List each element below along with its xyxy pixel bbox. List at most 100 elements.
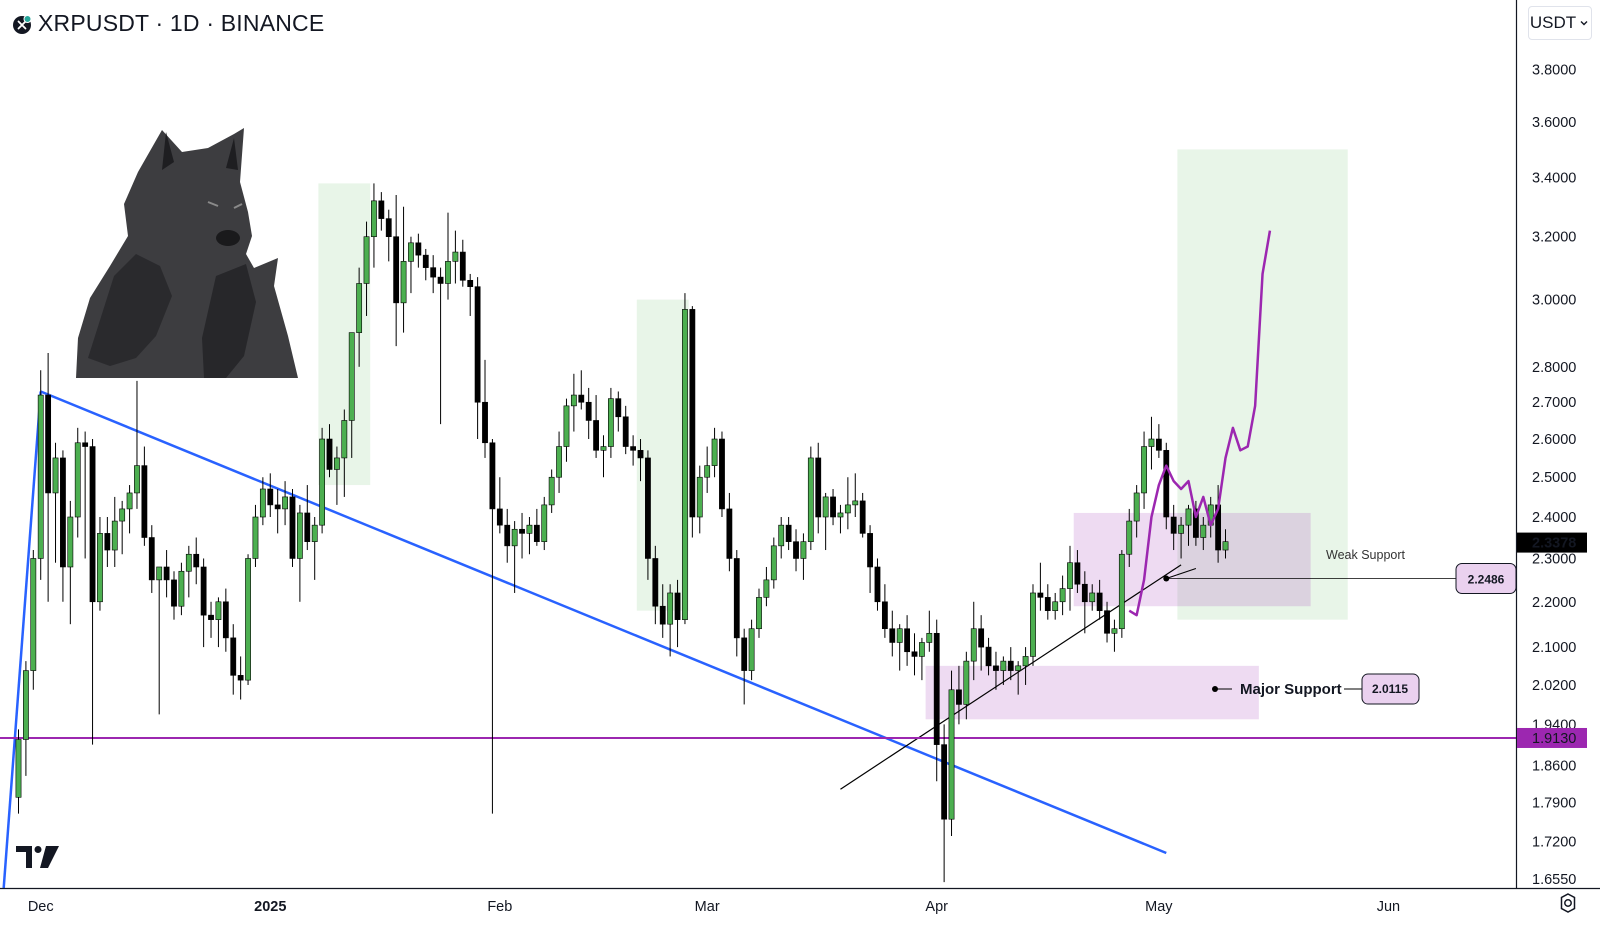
price-tick-label: 3.4000 (1532, 171, 1576, 187)
candle (326, 438, 333, 470)
candle (1185, 508, 1192, 526)
candle (119, 508, 126, 522)
candle (274, 504, 281, 510)
candle (711, 438, 718, 466)
candle (645, 457, 651, 559)
candle (748, 628, 755, 671)
candle (533, 524, 540, 542)
candle (556, 446, 562, 478)
time-tick-label: May (1145, 899, 1173, 915)
candle (289, 496, 296, 559)
candle (356, 283, 363, 333)
candle (993, 665, 999, 671)
candle (1118, 553, 1125, 630)
candle (52, 457, 59, 494)
trendline (40, 390, 1167, 855)
candle (378, 200, 385, 219)
candle (134, 465, 140, 494)
candle (459, 251, 466, 281)
candle (541, 504, 548, 542)
candle (1141, 446, 1147, 494)
close-icon[interactable] (12, 15, 32, 35)
price-tick-label: 1.7200 (1532, 835, 1576, 851)
candle (867, 533, 873, 568)
candle (452, 251, 459, 262)
candle (371, 200, 377, 238)
candle (482, 401, 488, 444)
candle (1178, 524, 1184, 534)
time-axis[interactable]: Dec 2025 Feb Mar Apr May Jun (28, 899, 1400, 915)
price-tick-label: 2.0200 (1532, 678, 1576, 694)
candle (504, 524, 511, 547)
chart-header: XRPUSDT · 1D · BINANCE (0, 0, 1515, 46)
candle (245, 558, 251, 681)
candle (408, 242, 414, 262)
candle (467, 279, 474, 287)
wolf-image (76, 126, 298, 378)
candle (437, 276, 444, 284)
candle (1015, 665, 1022, 671)
candle (985, 646, 992, 667)
candle (963, 660, 970, 705)
price-axis[interactable]: 3.8000 3.6000 3.4000 3.2000 3.0000 2.8000 2.70… (1532, 62, 1576, 888)
annotations: Weak Support 2.2486 Major Support 2.0115 (1163, 548, 1517, 705)
candle (1096, 592, 1103, 611)
candle (23, 670, 29, 740)
candle (1052, 601, 1059, 611)
candle (222, 601, 229, 639)
candle (756, 597, 762, 630)
settings-icon (1560, 893, 1576, 913)
candle (148, 537, 155, 581)
price-tick-label: 2.3000 (1532, 551, 1576, 567)
candle (37, 394, 44, 559)
price-labels: 2.3378 1.9130 (1517, 532, 1587, 748)
symbol-title[interactable]: XRPUSDT · 1D · BINANCE (38, 9, 325, 36)
candle (422, 254, 429, 268)
candle (926, 632, 933, 643)
candle (74, 442, 81, 518)
purple-zone (1073, 512, 1311, 607)
candle (1104, 610, 1110, 634)
price-tick-label: 1.7900 (1532, 796, 1576, 812)
last-price-box (1517, 532, 1587, 553)
time-tick-label: Jun (1377, 899, 1400, 915)
candle (807, 457, 814, 542)
candle (578, 394, 585, 403)
candle (941, 744, 948, 820)
settings-button[interactable] (1554, 889, 1582, 917)
price-tick-label: 1.8600 (1532, 758, 1576, 774)
candle (600, 446, 607, 451)
candle (60, 457, 66, 568)
weak-support-label: 2.2486 (1468, 572, 1505, 586)
price-tick-label: 2.2000 (1532, 595, 1576, 611)
candle (615, 398, 622, 418)
candle (1000, 660, 1007, 671)
candle (800, 541, 807, 559)
candle (563, 405, 570, 447)
candle (682, 309, 688, 620)
candle (1022, 656, 1029, 667)
candle (259, 488, 266, 518)
candle (904, 628, 910, 653)
candle (852, 500, 859, 506)
candle (82, 442, 89, 447)
price-tick-label: 3.2000 (1532, 230, 1576, 246)
candle (67, 516, 74, 568)
candle (1067, 562, 1073, 589)
candle (496, 508, 503, 526)
candle (822, 496, 829, 518)
candle (830, 496, 836, 518)
currency-selector[interactable]: USDT (1528, 6, 1592, 40)
price-tick-label: 1.6550 (1532, 872, 1576, 888)
highlight-zones (318, 149, 1348, 720)
candle (919, 642, 925, 657)
tradingview-logo[interactable] (16, 846, 59, 868)
candle (526, 524, 533, 534)
candle (237, 675, 244, 681)
candle (15, 739, 22, 798)
candle (837, 512, 844, 518)
weak-support-pointer (1166, 568, 1197, 579)
candle (733, 558, 740, 639)
major-support-label-box (1361, 673, 1420, 705)
